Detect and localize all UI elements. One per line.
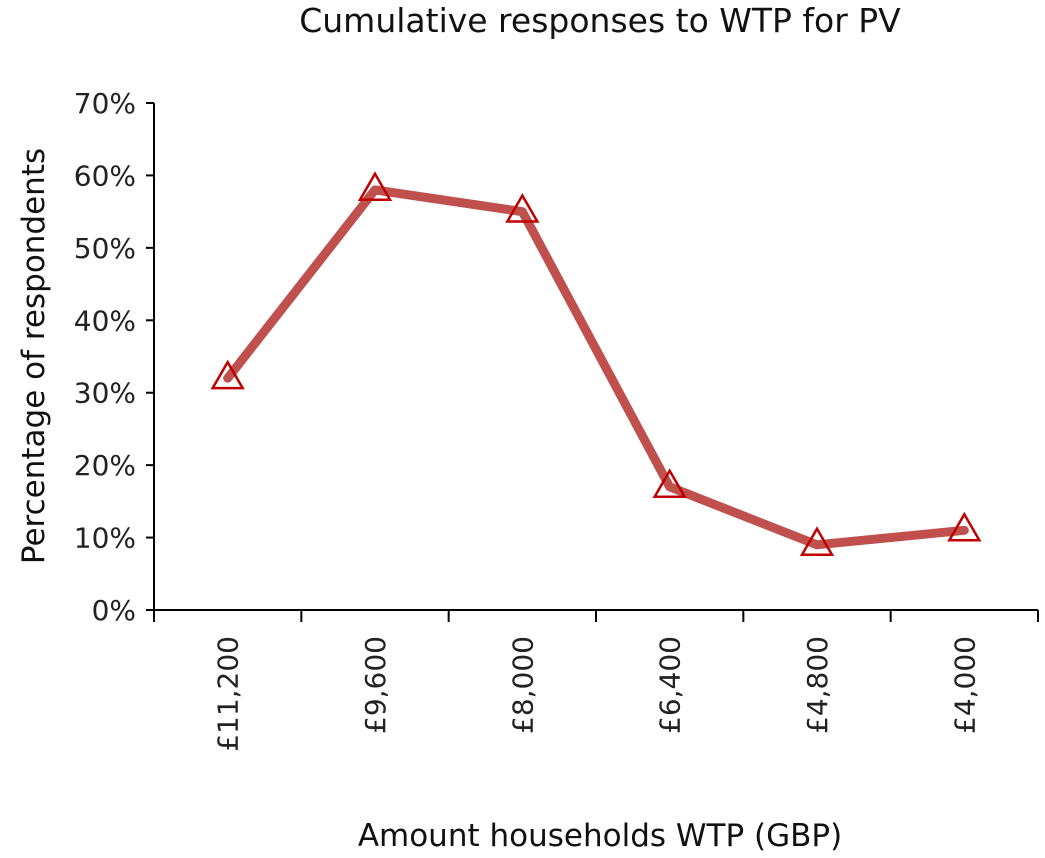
y-tick-label: 40% [74, 304, 136, 337]
y-tick-label: 10% [74, 522, 136, 555]
y-tick-label: 60% [74, 159, 136, 192]
y-tick-label: 20% [74, 449, 136, 482]
data-point-marker [947, 511, 982, 542]
data-point-marker [505, 193, 540, 223]
x-category-label: £9,600 [359, 636, 392, 734]
x-axis-title: Amount households WTP (GBP) [358, 818, 842, 854]
x-category-label: £8,000 [506, 636, 539, 734]
x-category-label: £6,400 [654, 636, 687, 734]
data-point-marker [357, 171, 393, 202]
y-axis-title: Percentage of respondents [16, 148, 52, 564]
x-category-label: £4,800 [801, 636, 834, 734]
x-axis-ticks: £11,200 £9,600 £8,000 £6,400 £4,800 £4,000 [153, 610, 1039, 752]
x-category-label: £4,000 [948, 636, 981, 734]
chart-title: Cumulative responses to WTP for PV [299, 1, 901, 40]
y-tick-label: 0% [92, 594, 136, 627]
y-tick-label: 70% [74, 87, 136, 120]
data-point-marker [799, 526, 835, 556]
y-tick-label: 30% [74, 377, 136, 410]
data-point-marker [210, 359, 245, 390]
x-category-label: £11,200 [212, 636, 245, 752]
y-tick-label: 50% [74, 232, 136, 265]
series-line [223, 185, 969, 550]
series-layer [210, 171, 982, 556]
data-point-marker [652, 468, 687, 499]
y-axis-ticks: 0% 10% 20% 30% 40% 50% 60% 70% [74, 87, 154, 627]
